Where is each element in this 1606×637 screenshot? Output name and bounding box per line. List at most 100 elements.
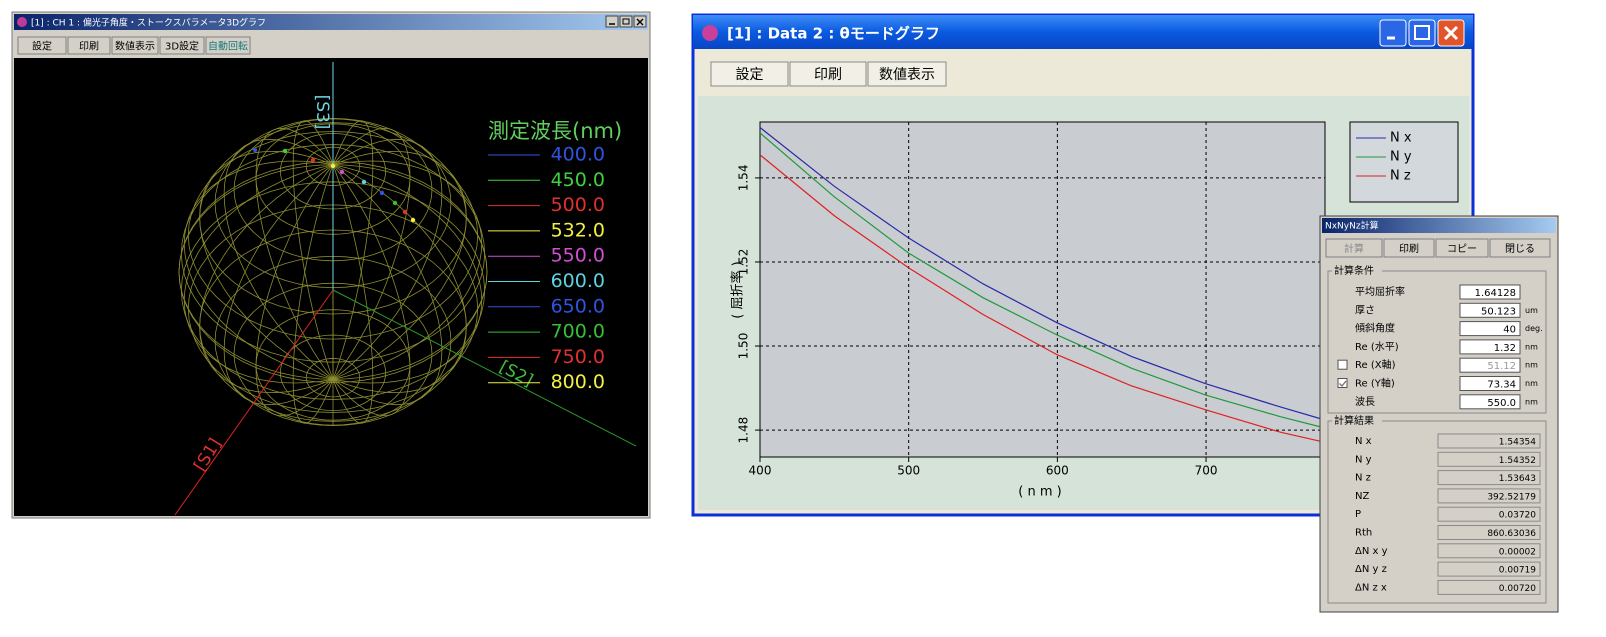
result-value: 1.54354 xyxy=(1499,438,1536,448)
field-label: 厚さ xyxy=(1355,304,1375,316)
sphere-wire xyxy=(223,138,334,380)
button-label[interactable]: コピー xyxy=(1447,243,1477,255)
result-value: 0.00720 xyxy=(1499,584,1536,594)
field-label: Re (水平) xyxy=(1355,341,1399,353)
button-label[interactable]: 閉じる xyxy=(1505,243,1535,255)
button[interactable] xyxy=(1435,238,1489,258)
result-box xyxy=(1437,506,1541,522)
group-title: 計算条件 xyxy=(1334,264,1374,277)
series-line xyxy=(759,132,1326,429)
measurement-dot xyxy=(361,179,367,185)
legend-label: N z xyxy=(1390,169,1411,184)
group-title-bg xyxy=(1332,414,1382,427)
button[interactable] xyxy=(1489,238,1551,258)
group-box xyxy=(1327,420,1547,604)
sphere-wire xyxy=(332,120,374,380)
sphere-wire xyxy=(332,151,467,380)
title-bar xyxy=(693,15,1473,49)
legend-box xyxy=(1349,121,1459,203)
sphere-wire xyxy=(223,164,334,406)
field-label: Re (Y軸) xyxy=(1355,377,1395,390)
window-control[interactable] xyxy=(1379,19,1407,47)
input-box[interactable] xyxy=(1459,302,1521,318)
result-label: Rth xyxy=(1355,528,1372,539)
input-box[interactable] xyxy=(1459,321,1521,337)
field-unit: um xyxy=(1525,306,1538,315)
group-title-bg xyxy=(1332,264,1382,277)
result-label: P xyxy=(1355,509,1361,520)
button[interactable] xyxy=(159,36,205,55)
s2-axis xyxy=(332,289,637,447)
input-box[interactable] xyxy=(1459,376,1521,391)
title-bar xyxy=(1322,218,1556,233)
input-box[interactable] xyxy=(1459,339,1521,355)
input-box[interactable] xyxy=(1459,284,1521,300)
window-control[interactable] xyxy=(619,15,633,28)
result-label: NZ xyxy=(1355,491,1369,502)
field-value: 40 xyxy=(1503,325,1516,336)
field-unit: nm xyxy=(1525,342,1538,351)
button-label[interactable]: 印刷 xyxy=(814,67,842,83)
result-label: ΔN x y xyxy=(1355,546,1388,557)
result-value: 1.53643 xyxy=(1499,474,1536,484)
result-label: ΔN y z xyxy=(1355,564,1387,575)
button[interactable] xyxy=(867,61,947,87)
y-tick-label: 1.52 xyxy=(737,249,751,276)
checkbox[interactable] xyxy=(1337,359,1348,370)
button-label[interactable]: 計算 xyxy=(1344,242,1364,255)
graph-canvas xyxy=(14,58,648,516)
field-label: Re (X軸) xyxy=(1355,358,1396,371)
legend-label: 550.0 xyxy=(551,245,605,267)
result-box xyxy=(1437,433,1541,449)
sphere-wire xyxy=(183,164,334,384)
button[interactable] xyxy=(67,36,111,55)
legend-label: N y xyxy=(1390,150,1412,165)
sphere-wire xyxy=(332,164,467,393)
window-control[interactable] xyxy=(1408,19,1436,47)
result-label: N z xyxy=(1355,473,1371,484)
button[interactable] xyxy=(1383,238,1435,258)
plot-area xyxy=(760,122,1325,457)
button[interactable] xyxy=(111,36,159,55)
result-label: ΔN z x xyxy=(1355,582,1387,593)
result-box xyxy=(1437,543,1541,559)
button-label[interactable]: 印刷 xyxy=(79,41,99,53)
x-tick-label: 400 xyxy=(749,464,772,478)
glyph xyxy=(1443,25,1459,41)
field-unit: nm xyxy=(1525,397,1538,406)
window-title: [1] : Data 2 : θモードグラフ xyxy=(727,25,940,43)
button-label[interactable]: 数値表示 xyxy=(115,40,155,53)
button[interactable] xyxy=(789,61,867,87)
x-axis-label: ( n m ) xyxy=(1018,485,1061,500)
measurement-dot xyxy=(402,209,408,215)
window-title: [1] : CH 1 : 偏光子角度・ストークスパラメータ3Dグラフ xyxy=(31,17,266,29)
field-value: 1.32 xyxy=(1494,343,1516,354)
sphere-wire xyxy=(332,160,483,380)
button-label[interactable]: 3D設定 xyxy=(165,40,199,53)
input-box[interactable] xyxy=(1459,357,1521,373)
checkbox[interactable] xyxy=(1337,378,1348,388)
button[interactable] xyxy=(17,36,67,55)
button[interactable] xyxy=(205,36,251,55)
sphere-wire xyxy=(332,138,443,380)
button-label[interactable]: 印刷 xyxy=(1399,243,1419,255)
input-box[interactable] xyxy=(1459,394,1521,410)
legend-label: 750.0 xyxy=(551,346,605,368)
result-value: 0.00002 xyxy=(1499,547,1536,557)
sphere-wire xyxy=(292,120,334,380)
series-line xyxy=(759,154,1326,443)
glyph xyxy=(1414,25,1430,40)
button[interactable] xyxy=(710,61,789,87)
button-label[interactable]: 設定 xyxy=(32,40,52,53)
sphere-wire xyxy=(332,164,483,384)
check-glyph xyxy=(1339,380,1347,388)
button-label[interactable]: 数値表示 xyxy=(879,67,935,83)
y-axis-label: ( 屈折率 ) xyxy=(730,261,746,318)
button-label[interactable]: 自動回転 xyxy=(208,40,248,53)
series-line xyxy=(759,126,1326,421)
legend-label: 700.0 xyxy=(551,321,605,343)
window-control[interactable] xyxy=(605,15,619,28)
result-label: N y xyxy=(1355,454,1372,465)
button-label[interactable]: 設定 xyxy=(736,67,764,83)
button[interactable] xyxy=(1325,238,1383,258)
